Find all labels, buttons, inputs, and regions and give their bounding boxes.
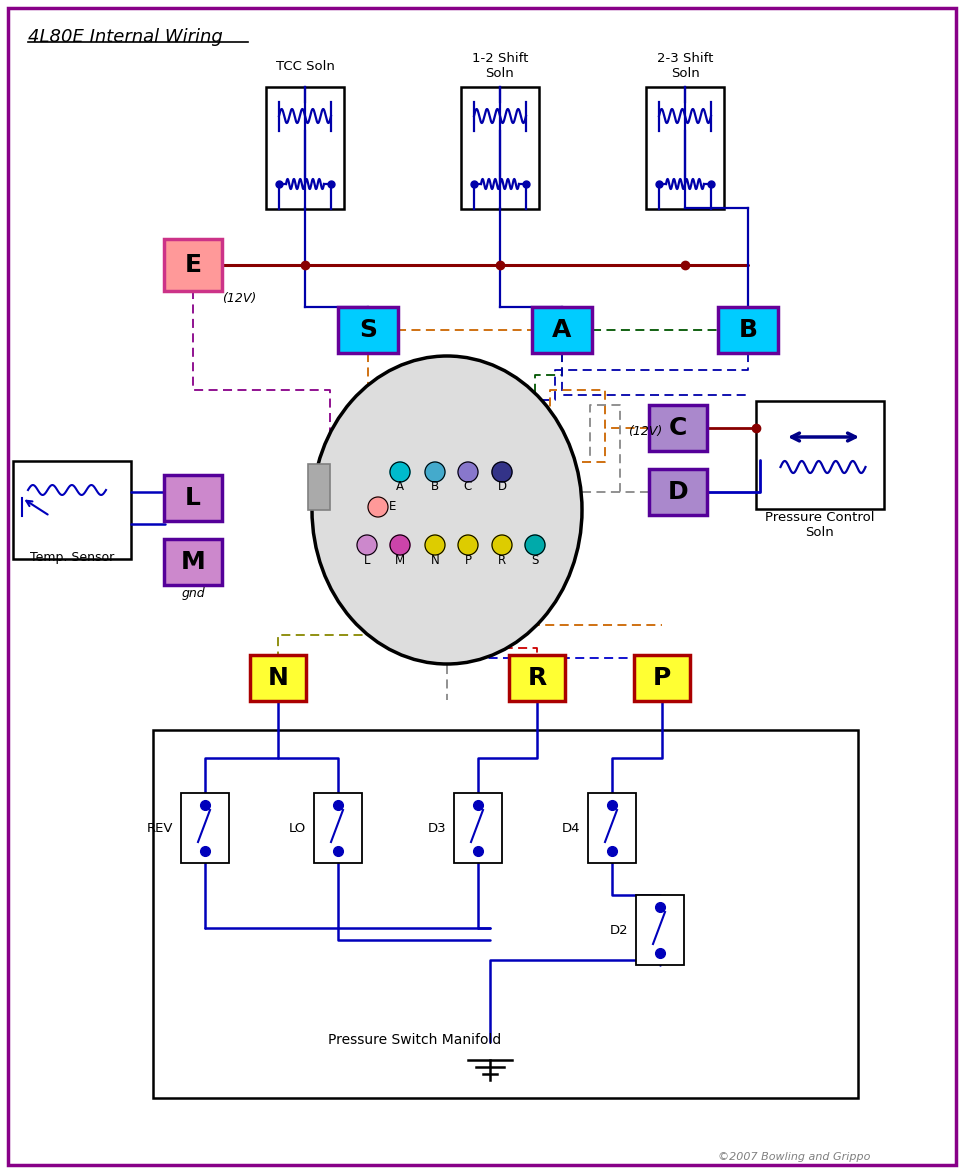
Text: (12V): (12V): [628, 425, 662, 438]
Text: Pressure Switch Manifold: Pressure Switch Manifold: [329, 1033, 501, 1047]
Text: D2: D2: [609, 923, 628, 936]
Bar: [454, 793, 502, 863]
Text: P: P: [653, 666, 671, 690]
Text: C: C: [464, 481, 472, 494]
Text: P: P: [465, 554, 471, 567]
Text: Pressure Control
Soln: Pressure Control Soln: [765, 511, 874, 540]
Text: M: M: [180, 550, 205, 574]
Text: gnd: gnd: [181, 586, 204, 601]
Circle shape: [425, 535, 445, 555]
Bar: [153, 730, 858, 1098]
Text: S: S: [359, 318, 377, 343]
Circle shape: [390, 462, 410, 482]
Bar: [649, 469, 707, 515]
Text: E: E: [389, 501, 397, 514]
Bar: [634, 655, 690, 701]
Circle shape: [390, 535, 410, 555]
Text: A: A: [552, 318, 572, 343]
Bar: [181, 793, 229, 863]
Ellipse shape: [312, 355, 582, 664]
Text: L: L: [363, 554, 370, 567]
Text: 1-2 Shift
Soln: 1-2 Shift Soln: [471, 52, 528, 80]
Bar: [756, 401, 884, 509]
Text: B: B: [431, 481, 439, 494]
Text: (12V): (12V): [222, 292, 256, 305]
Bar: [250, 655, 306, 701]
Bar: [308, 465, 330, 510]
Bar: [646, 87, 724, 209]
Text: D: D: [668, 480, 688, 504]
Text: REV: REV: [147, 821, 173, 834]
Text: L: L: [185, 486, 201, 510]
Text: C: C: [669, 416, 687, 440]
Circle shape: [368, 497, 388, 517]
Circle shape: [525, 535, 545, 555]
Text: D4: D4: [561, 821, 580, 834]
Circle shape: [492, 535, 512, 555]
Bar: [266, 87, 344, 209]
Bar: [636, 895, 684, 965]
Bar: [164, 475, 222, 521]
Text: N: N: [268, 666, 288, 690]
Text: E: E: [184, 253, 201, 277]
Bar: [718, 307, 778, 353]
Text: ©2007 Bowling and Grippo: ©2007 Bowling and Grippo: [717, 1152, 870, 1162]
Bar: [338, 307, 398, 353]
Circle shape: [458, 535, 478, 555]
Text: A: A: [396, 481, 404, 494]
Text: N: N: [431, 554, 440, 567]
Text: B: B: [738, 318, 758, 343]
Text: TCC Soln: TCC Soln: [276, 60, 335, 73]
Circle shape: [458, 462, 478, 482]
Bar: [532, 307, 592, 353]
Text: D: D: [497, 481, 506, 494]
Text: M: M: [395, 554, 405, 567]
Bar: [164, 540, 222, 585]
Text: 2-3 Shift
Soln: 2-3 Shift Soln: [656, 52, 713, 80]
Bar: [509, 655, 565, 701]
Bar: [461, 87, 539, 209]
Bar: [649, 405, 707, 450]
Text: R: R: [527, 666, 547, 690]
Text: D3: D3: [427, 821, 446, 834]
Text: LO: LO: [289, 821, 306, 834]
Text: R: R: [498, 554, 506, 567]
Bar: [164, 239, 222, 291]
Bar: [314, 793, 362, 863]
Circle shape: [425, 462, 445, 482]
Bar: [13, 461, 131, 560]
Bar: [588, 793, 636, 863]
Circle shape: [492, 462, 512, 482]
Text: S: S: [531, 554, 539, 567]
Text: 4L80E Internal Wiring: 4L80E Internal Wiring: [28, 28, 223, 46]
Text: Temp. Sensor: Temp. Sensor: [30, 550, 114, 563]
Circle shape: [357, 535, 377, 555]
